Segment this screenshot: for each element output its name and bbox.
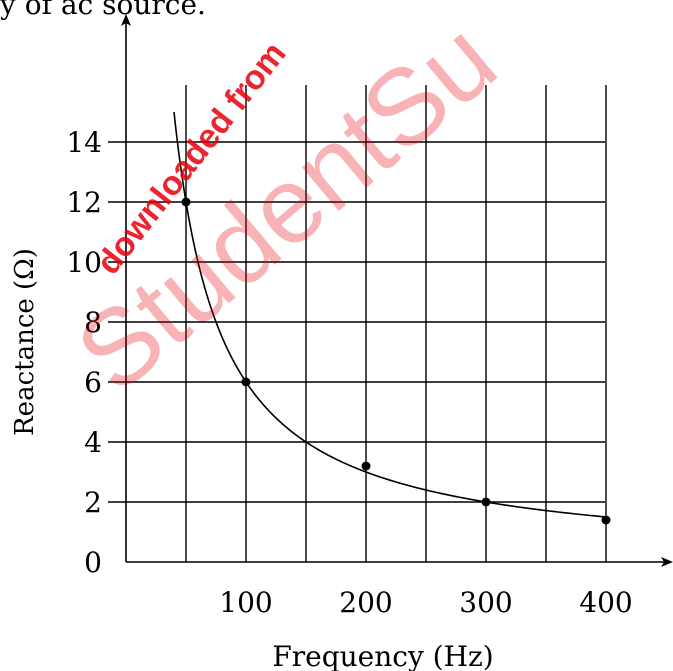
x-tick-label: 300	[459, 586, 512, 619]
x-tick-label: 200	[339, 586, 392, 619]
data-point	[601, 515, 611, 525]
x-tick-label: 100	[219, 586, 272, 619]
y-axis-label: Reactance (Ω)	[10, 248, 40, 436]
data-point	[481, 497, 491, 507]
y-tick-label: 2	[84, 486, 102, 519]
y-tick-label: 14	[66, 126, 102, 159]
tick-labels: 0 2 4 6 8 10 12 14 100 200 300 400	[66, 126, 632, 619]
x-axis-label: Frequency (Hz)	[272, 640, 493, 671]
grid	[108, 85, 607, 562]
watermark: downloaded from StudentSu	[54, 0, 518, 415]
data-point	[241, 377, 251, 387]
y-axis-arrow	[121, 14, 131, 26]
data-point	[361, 461, 371, 471]
y-tick-label: 6	[84, 366, 102, 399]
x-axis-arrow	[661, 557, 673, 567]
y-tick-label: 12	[66, 186, 102, 219]
y-tick-label: 8	[84, 306, 102, 339]
axes	[121, 14, 673, 567]
y-tick-label: 10	[66, 246, 102, 279]
y-tick-label: 4	[84, 426, 102, 459]
x-tick-label: 400	[579, 586, 632, 619]
header-fragment: y of ac source.	[0, 0, 206, 21]
data-points	[181, 197, 611, 525]
y-tick-label: 0	[84, 546, 102, 579]
data-point	[181, 197, 191, 207]
